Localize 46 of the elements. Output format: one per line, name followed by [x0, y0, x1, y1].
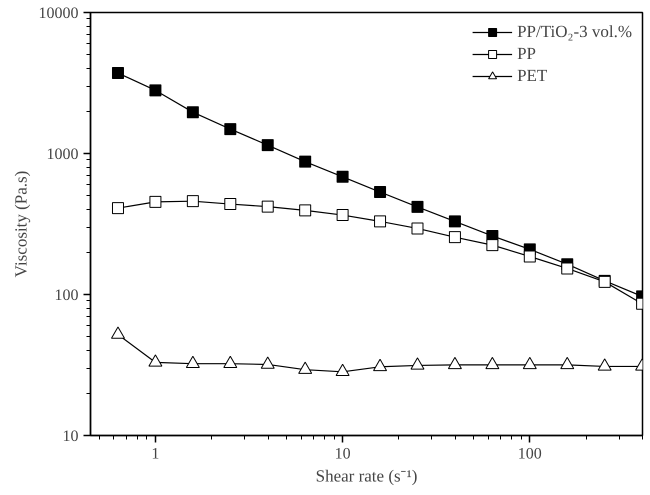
- point: [262, 139, 274, 152]
- point: [336, 170, 349, 183]
- x-tick-label: 1: [151, 446, 160, 462]
- point: [448, 215, 461, 228]
- point: [186, 356, 200, 368]
- point: [486, 239, 498, 252]
- point: [149, 84, 162, 96]
- point: [561, 262, 574, 274]
- point: [110, 326, 125, 339]
- point: [112, 202, 124, 214]
- point: [485, 356, 500, 370]
- point: [560, 356, 574, 370]
- point: [224, 123, 236, 136]
- point: [374, 215, 386, 228]
- y-tick-label: 10000: [38, 5, 78, 22]
- y-tick-label: 1000: [46, 146, 78, 163]
- legend-label: PET: [517, 66, 548, 86]
- point: [223, 356, 238, 368]
- point: [262, 200, 274, 213]
- point: [524, 250, 536, 262]
- point: [411, 200, 424, 213]
- point: [522, 356, 537, 370]
- point: [298, 362, 312, 374]
- y-tick-label: 100: [54, 287, 78, 304]
- point: [448, 231, 461, 244]
- x-tick-label: 10: [334, 446, 351, 462]
- legend-label: PP/TiO₂-3 vol.%: [517, 22, 632, 42]
- x-axis-title: Shear rate (s⁻¹): [316, 466, 418, 486]
- point: [410, 357, 424, 370]
- point: [336, 364, 350, 376]
- point: [374, 186, 386, 198]
- point: [598, 358, 612, 371]
- point: [186, 195, 199, 208]
- point: [260, 356, 275, 369]
- point: [149, 196, 162, 208]
- point: [112, 67, 124, 80]
- y-axis-title: Viscosity (Pa.s): [12, 170, 30, 278]
- point: [448, 356, 462, 370]
- point: [186, 106, 199, 118]
- y-tick-label: 10: [62, 428, 78, 445]
- point: [299, 204, 312, 216]
- legend-label: PP: [517, 44, 538, 64]
- point: [148, 354, 162, 367]
- point: [299, 156, 312, 168]
- point: [373, 358, 388, 372]
- x-tick-label: 100: [518, 446, 542, 462]
